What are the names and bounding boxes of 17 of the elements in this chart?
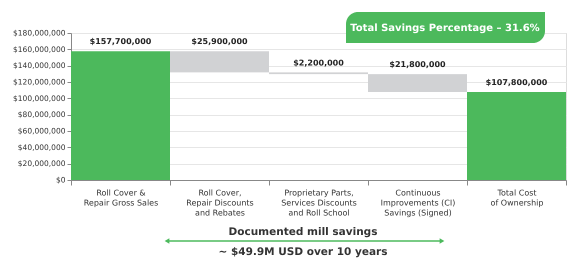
- x-tick-label: Total Cost of Ownership: [490, 188, 544, 208]
- data-label: $2,200,000: [293, 58, 344, 68]
- text: ~ $49.9M USD over 10 years: [218, 246, 388, 258]
- bar: [368, 74, 467, 92]
- x-tick-label: Roll Cover & Repair Gross Sales: [84, 188, 158, 208]
- text: Documented mill savings: [228, 226, 378, 238]
- data-label: $157,700,000: [90, 37, 152, 46]
- data-label: $107,800,000: [486, 78, 548, 87]
- annotation: Total Savings Percentage – 31.6%: [350, 23, 540, 34]
- x-tick-label: Proprietary Parts, Services Discounts and Roll School: [281, 188, 357, 218]
- data-label: $21,800,000: [389, 60, 446, 70]
- bar: [71, 51, 170, 180]
- x-tick-label: Continuous Improvements (CI) Savings (Signed): [380, 188, 456, 218]
- x-tick-label: Roll Cover, Repair Discounts and Rebates: [186, 188, 254, 218]
- data-label: $25,900,000: [191, 37, 248, 46]
- bar: [467, 92, 566, 180]
- bar: [170, 51, 269, 72]
